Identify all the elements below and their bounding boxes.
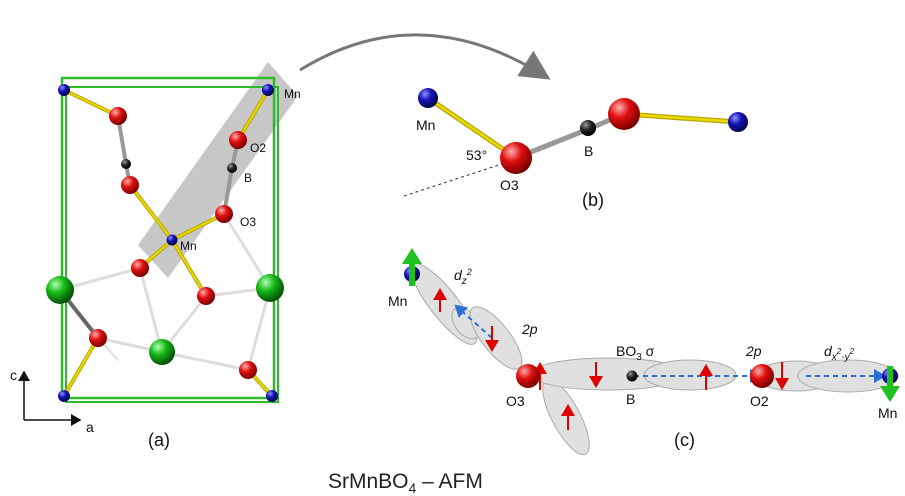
oxygen-atom xyxy=(608,98,640,130)
oxygen-atom xyxy=(89,329,107,347)
mn-atom xyxy=(58,84,70,96)
oxygen-atom xyxy=(131,259,149,277)
axis-a-label: a xyxy=(86,419,94,435)
unit-cell-outer xyxy=(60,76,276,400)
sr-atom xyxy=(46,276,74,304)
label-o2: O2 xyxy=(250,141,266,155)
oxygen-atom xyxy=(500,142,532,174)
label-mn-mid: Mn xyxy=(180,239,197,253)
mn-atom xyxy=(166,234,178,246)
label-b: B xyxy=(584,143,593,159)
mn-atom xyxy=(418,88,438,108)
mn-atom xyxy=(728,112,748,132)
orbital-dz2-label: dz2 xyxy=(454,267,472,287)
oxygen-atom xyxy=(516,364,540,388)
atoms-a xyxy=(46,84,284,402)
unit-cell-inner xyxy=(65,86,279,403)
panel-c-label: (c) xyxy=(674,430,695,450)
sr-atom xyxy=(149,339,175,365)
label-mn-top: Mn xyxy=(284,87,301,101)
figure-title: SrMnBO4 – AFM xyxy=(328,470,483,496)
oxygen-atom xyxy=(109,107,127,125)
orbital-2p-left-label: 2p xyxy=(521,321,538,337)
oxygen-atom xyxy=(197,287,215,305)
panel-b-label: (b) xyxy=(582,190,604,210)
boron-atom xyxy=(121,159,131,169)
label-o2: O2 xyxy=(750,393,769,409)
label-o3: O3 xyxy=(240,215,256,229)
mn-atom xyxy=(262,84,274,96)
oxygen-atom xyxy=(121,176,139,194)
label-b: B xyxy=(244,171,252,185)
axis-c-label: c xyxy=(10,367,17,383)
orbital-bo3-label: BO3 σ xyxy=(616,343,655,363)
mn-atom xyxy=(266,390,278,402)
highlight-region xyxy=(138,62,298,278)
label-mn: Mn xyxy=(416,117,435,133)
panel-b: Mn 53° O3 B (b) xyxy=(403,88,748,210)
label-mn-left: Mn xyxy=(388,293,407,309)
oxygen-atom xyxy=(750,364,774,388)
panel-a-label: (a) xyxy=(148,430,170,450)
orbital-2p-right-label: 2p xyxy=(745,343,762,359)
axes-indicator: c a xyxy=(10,367,94,435)
label-o3: O3 xyxy=(506,393,525,409)
boron-atom xyxy=(227,163,237,173)
label-o3: O3 xyxy=(500,177,519,193)
oxygen-atom xyxy=(239,361,257,379)
zoom-arrow xyxy=(299,33,551,80)
angle-reference-line xyxy=(403,161,509,197)
hopping-path xyxy=(454,304,493,339)
sr-atom xyxy=(256,274,284,302)
oxygen-atom xyxy=(229,131,247,149)
magnetic-moments xyxy=(402,248,900,402)
orbital-dx2y2-label: dx2-y2 xyxy=(824,343,855,363)
boron-atom xyxy=(580,120,596,136)
panel-a: Mn O2 B O3 Mn c a (a) xyxy=(10,62,301,450)
spin-arrows xyxy=(433,288,789,430)
oxygen-atom xyxy=(215,205,233,223)
panel-c: Mn Mn O3 B O2 dz2 2p BO3 σ 2p dx2-y2 (c) xyxy=(388,248,900,456)
label-mn-right: Mn xyxy=(878,405,897,421)
label-b: B xyxy=(626,391,635,407)
label-angle: 53° xyxy=(466,147,487,163)
orbital-lobes xyxy=(410,263,899,456)
boron-atom xyxy=(626,370,638,382)
mn-atom xyxy=(58,390,70,402)
